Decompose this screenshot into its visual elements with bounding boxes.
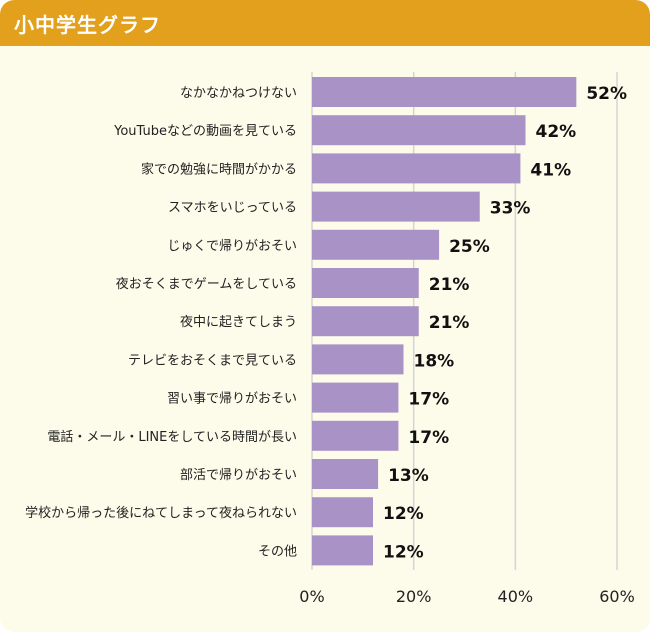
chart-title: 小中学生グラフ xyxy=(14,13,161,37)
x-tick-label: 20% xyxy=(396,587,432,606)
bar xyxy=(312,77,577,107)
value-label: 21% xyxy=(429,313,470,333)
category-label: じゅくで帰りがおそい xyxy=(167,238,297,254)
category-label: 習い事で帰りがおそい xyxy=(167,391,297,407)
bar xyxy=(312,306,419,337)
category-label: 夜中に起きてしまう xyxy=(180,315,297,330)
bar xyxy=(312,382,399,413)
value-label: 52% xyxy=(586,84,627,104)
category-label: YouTubeなどの動画を見ている xyxy=(113,124,297,139)
value-label: 18% xyxy=(414,351,455,371)
x-axis-ticks: 0% 20% 40% 60% xyxy=(299,587,634,606)
category-label: 夜おそくまでゲームをしている xyxy=(116,277,297,292)
value-label: 41% xyxy=(530,160,571,180)
value-label: 12% xyxy=(383,504,424,524)
bar xyxy=(312,535,373,566)
bar xyxy=(312,229,440,260)
category-label: なかなかねつけない xyxy=(180,86,297,101)
value-label: 13% xyxy=(388,466,429,486)
bars xyxy=(312,77,577,566)
category-label: 学校から帰った後にねてしまって夜ねられない xyxy=(25,505,297,521)
bar xyxy=(312,459,379,489)
value-labels: 52% 42% 41% 33%25% 21% 21% 18% 17% 17% 13% 12% 12% xyxy=(383,84,627,562)
bar xyxy=(312,420,399,451)
category-label: その他 xyxy=(258,544,297,559)
value-label: 12% xyxy=(383,542,424,562)
bar xyxy=(312,191,480,222)
bar xyxy=(312,115,526,146)
category-label: テレビをおそくまで見ている xyxy=(128,353,297,368)
bar xyxy=(312,268,419,298)
category-label: スマホをいじっている xyxy=(168,201,297,216)
category-label: 部活で帰りがおそい xyxy=(180,467,297,483)
category-labels: なかなかねつけない YouTubeなどの動画を見ている家での勉強に時間がかかるスマ… xyxy=(25,86,297,559)
bar xyxy=(312,153,521,184)
bar xyxy=(312,497,373,528)
x-tick-label: 60% xyxy=(599,587,635,606)
category-label: 家での勉強に時間がかかる xyxy=(141,161,297,177)
value-label: 17% xyxy=(408,390,449,410)
header-bar: 小中学生グラフ xyxy=(0,0,650,46)
bar xyxy=(312,344,404,375)
value-label: 42% xyxy=(536,122,577,142)
value-label: 25% xyxy=(449,237,490,257)
category-label: 電話・メール・LINEをしている時間が長い xyxy=(47,429,297,445)
x-tick-label: 0% xyxy=(299,587,324,606)
x-tick-label: 40% xyxy=(498,587,534,606)
value-label: 17% xyxy=(408,428,449,448)
value-label: 21% xyxy=(429,275,470,295)
value-label: 33% xyxy=(490,199,531,219)
